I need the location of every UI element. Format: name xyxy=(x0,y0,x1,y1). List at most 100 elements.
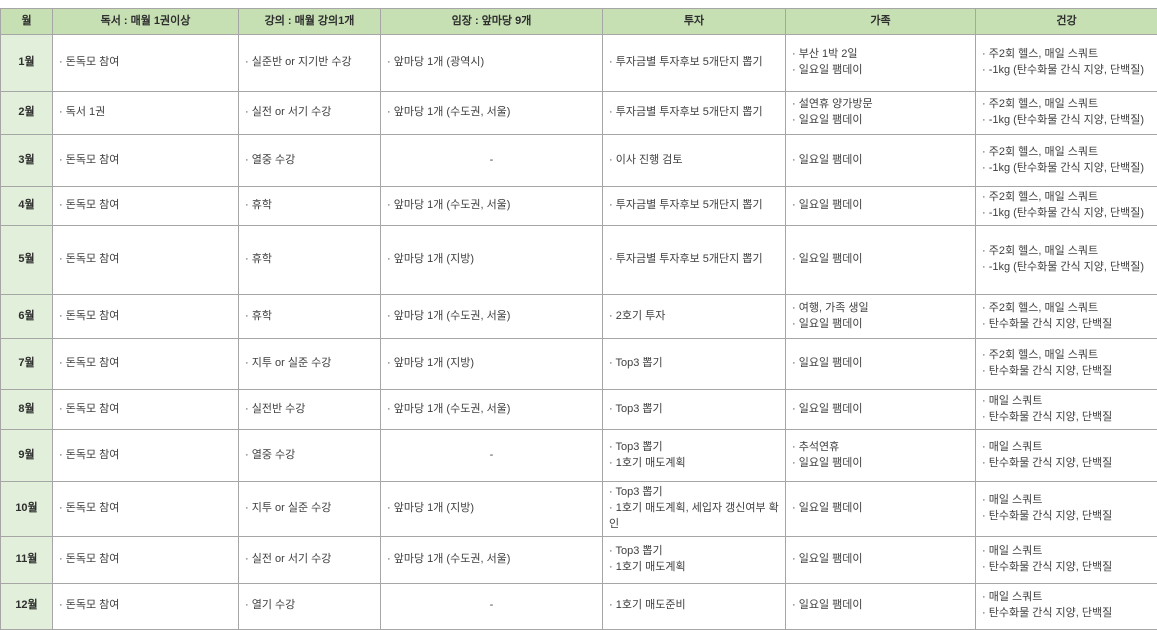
cell-lecture[interactable]: · 실전 or 서기 수강 xyxy=(239,536,381,583)
cell-family[interactable]: · 일요일 팸데이 xyxy=(786,135,976,187)
cell-health[interactable]: · 주2회 헬스, 매일 스쿼트· 탄수화물 간식 지양, 단백질 xyxy=(976,339,1157,390)
cell-invest[interactable]: · Top3 뽑기· 1호기 매도계획 xyxy=(603,536,786,583)
cell-lecture[interactable]: · 지투 or 실준 수강 xyxy=(239,339,381,390)
cell-invest[interactable]: · 2호기 투자 xyxy=(603,295,786,339)
cell-family[interactable]: · 일요일 팸데이 xyxy=(786,536,976,583)
cell-month[interactable]: 5월 xyxy=(1,226,53,295)
cell-health[interactable]: · 주2회 헬스, 매일 스쿼트· -1kg (탄수화물 간식 지양, 단백질) xyxy=(976,35,1157,92)
cell-month[interactable]: 1월 xyxy=(1,35,53,92)
cell-reading[interactable]: · 돈독모 참여 xyxy=(53,295,239,339)
cell-health[interactable]: · 주2회 헬스, 매일 스쿼트· -1kg (탄수화물 간식 지양, 단백질) xyxy=(976,226,1157,295)
cell-month[interactable]: 12월 xyxy=(1,583,53,629)
cell-invest[interactable]: · 투자금별 투자후보 5개단지 뽑기 xyxy=(603,35,786,92)
cell-family[interactable]: · 일요일 팸데이 xyxy=(786,339,976,390)
cell-invest[interactable]: · 이사 진행 검토 xyxy=(603,135,786,187)
cell-reading[interactable]: · 돈독모 참여 xyxy=(53,135,239,187)
column-header-month[interactable]: 월 xyxy=(1,9,53,35)
cell-family[interactable]: · 여행, 가족 생일· 일요일 팸데이 xyxy=(786,295,976,339)
column-header-family[interactable]: 가족 xyxy=(786,9,976,35)
cell-family[interactable]: · 일요일 팸데이 xyxy=(786,583,976,629)
cell-month[interactable]: 2월 xyxy=(1,92,53,135)
cell-visit[interactable]: - xyxy=(381,430,603,482)
cell-visit[interactable]: - xyxy=(381,583,603,629)
cell-item: · 탄수화물 간식 지양, 단백질 xyxy=(982,456,1151,472)
cell-visit[interactable]: · 앞마당 1개 (수도권, 서울) xyxy=(381,187,603,226)
cell-family[interactable]: · 일요일 팸데이 xyxy=(786,226,976,295)
cell-invest[interactable]: · 1호기 매도준비 xyxy=(603,583,786,629)
cell-lecture[interactable]: · 실준반 or 지기반 수강 xyxy=(239,35,381,92)
cell-invest[interactable]: · Top3 뽑기 xyxy=(603,339,786,390)
cell-month[interactable]: 7월 xyxy=(1,339,53,390)
cell-visit[interactable]: · 앞마당 1개 (지방) xyxy=(381,226,603,295)
cell-item: · 앞마당 1개 (광역시) xyxy=(387,55,596,71)
cell-lecture[interactable]: · 휴학 xyxy=(239,295,381,339)
cell-lecture[interactable]: · 지투 or 실준 수강 xyxy=(239,482,381,537)
cell-month[interactable]: 9월 xyxy=(1,430,53,482)
cell-month[interactable]: 10월 xyxy=(1,482,53,537)
cell-reading[interactable]: · 돈독모 참여 xyxy=(53,187,239,226)
cell-family[interactable]: · 일요일 팸데이 xyxy=(786,187,976,226)
cell-visit[interactable]: · 앞마당 1개 (수도권, 서울) xyxy=(381,536,603,583)
cell-lecture[interactable]: · 열기 수강 xyxy=(239,583,381,629)
cell-month[interactable]: 3월 xyxy=(1,135,53,187)
cell-item: · -1kg (탄수화물 간식 지양, 단백질) xyxy=(982,113,1151,129)
cell-item: · 돈독모 참여 xyxy=(59,552,232,568)
cell-health[interactable]: · 주2회 헬스, 매일 스쿼트· 탄수화물 간식 지양, 단백질 xyxy=(976,295,1157,339)
cell-reading[interactable]: · 돈독모 참여 xyxy=(53,583,239,629)
cell-reading[interactable]: · 돈독모 참여 xyxy=(53,35,239,92)
table-row: 5월· 돈독모 참여· 휴학· 앞마당 1개 (지방)· 투자금별 투자후보 5… xyxy=(1,226,1157,295)
cell-lecture[interactable]: · 실전 or 서기 수강 xyxy=(239,92,381,135)
column-header-reading[interactable]: 독서 : 매월 1권이상 xyxy=(53,9,239,35)
column-header-invest[interactable]: 투자 xyxy=(603,9,786,35)
cell-family[interactable]: · 추석연휴· 일요일 팸데이 xyxy=(786,430,976,482)
cell-item: · 지투 or 실준 수강 xyxy=(245,501,374,517)
cell-health[interactable]: · 매일 스쿼트· 탄수화물 간식 지양, 단백질 xyxy=(976,430,1157,482)
cell-visit[interactable]: · 앞마당 1개 (지방) xyxy=(381,482,603,537)
cell-invest[interactable]: · 투자금별 투자후보 5개단지 뽑기 xyxy=(603,226,786,295)
column-header-visit[interactable]: 임장 : 앞마당 9개 xyxy=(381,9,603,35)
cell-health[interactable]: · 매일 스쿼트· 탄수화물 간식 지양, 단백질 xyxy=(976,482,1157,537)
cell-reading[interactable]: · 돈독모 참여 xyxy=(53,226,239,295)
cell-visit[interactable]: · 앞마당 1개 (지방) xyxy=(381,339,603,390)
cell-visit[interactable]: · 앞마당 1개 (수도권, 서울) xyxy=(381,390,603,430)
column-header-lecture[interactable]: 강의 : 매월 강의1개 xyxy=(239,9,381,35)
cell-reading[interactable]: · 독서 1권 xyxy=(53,92,239,135)
cell-visit[interactable]: · 앞마당 1개 (수도권, 서울) xyxy=(381,92,603,135)
cell-visit[interactable]: · 앞마당 1개 (수도권, 서울) xyxy=(381,295,603,339)
cell-invest[interactable]: · Top3 뽑기 xyxy=(603,390,786,430)
cell-health[interactable]: · 매일 스쿼트· 탄수화물 간식 지양, 단백질 xyxy=(976,390,1157,430)
cell-reading[interactable]: · 돈독모 참여 xyxy=(53,482,239,537)
cell-invest[interactable]: · 투자금별 투자후보 5개단지 뽑기 xyxy=(603,92,786,135)
cell-lecture[interactable]: · 휴학 xyxy=(239,226,381,295)
cell-reading[interactable]: · 돈독모 참여 xyxy=(53,339,239,390)
cell-health[interactable]: · 주2회 헬스, 매일 스쿼트· -1kg (탄수화물 간식 지양, 단백질) xyxy=(976,92,1157,135)
cell-reading[interactable]: · 돈독모 참여 xyxy=(53,430,239,482)
cell-family[interactable]: · 일요일 팸데이 xyxy=(786,482,976,537)
cell-lecture[interactable]: · 열중 수강 xyxy=(239,135,381,187)
cell-month[interactable]: 8월 xyxy=(1,390,53,430)
cell-health[interactable]: · 매일 스쿼트· 탄수화물 간식 지양, 단백질 xyxy=(976,583,1157,629)
cell-lecture[interactable]: · 열중 수강 xyxy=(239,430,381,482)
cell-reading[interactable]: · 돈독모 참여 xyxy=(53,536,239,583)
cell-family[interactable]: · 일요일 팸데이 xyxy=(786,390,976,430)
cell-family[interactable]: · 설연휴 양가방문· 일요일 팸데이 xyxy=(786,92,976,135)
cell-family[interactable]: · 부산 1박 2일· 일요일 팸데이 xyxy=(786,35,976,92)
cell-health[interactable]: · 주2회 헬스, 매일 스쿼트· -1kg (탄수화물 간식 지양, 단백질) xyxy=(976,135,1157,187)
cell-item: · 실전 or 서기 수강 xyxy=(245,105,374,121)
cell-month[interactable]: 4월 xyxy=(1,187,53,226)
cell-item: · 독서 1권 xyxy=(59,105,232,121)
table-body: 1월· 돈독모 참여· 실준반 or 지기반 수강· 앞마당 1개 (광역시)·… xyxy=(1,35,1157,630)
cell-lecture[interactable]: · 휴학 xyxy=(239,187,381,226)
cell-invest[interactable]: · 투자금별 투자후보 5개단지 뽑기 xyxy=(603,187,786,226)
cell-month[interactable]: 6월 xyxy=(1,295,53,339)
cell-month[interactable]: 11월 xyxy=(1,536,53,583)
cell-invest[interactable]: · Top3 뽑기· 1호기 매도계획 xyxy=(603,430,786,482)
cell-reading[interactable]: · 돈독모 참여 xyxy=(53,390,239,430)
cell-lecture[interactable]: · 실전반 수강 xyxy=(239,390,381,430)
column-header-health[interactable]: 건강 xyxy=(976,9,1157,35)
cell-health[interactable]: · 주2회 헬스, 매일 스쿼트· -1kg (탄수화물 간식 지양, 단백질) xyxy=(976,187,1157,226)
cell-visit[interactable]: - xyxy=(381,135,603,187)
cell-visit[interactable]: · 앞마당 1개 (광역시) xyxy=(381,35,603,92)
cell-invest[interactable]: · Top3 뽑기· 1호기 매도계획, 세입자 갱신여부 확인 xyxy=(603,482,786,537)
cell-health[interactable]: · 매일 스쿼트· 탄수화물 간식 지양, 단백질 xyxy=(976,536,1157,583)
